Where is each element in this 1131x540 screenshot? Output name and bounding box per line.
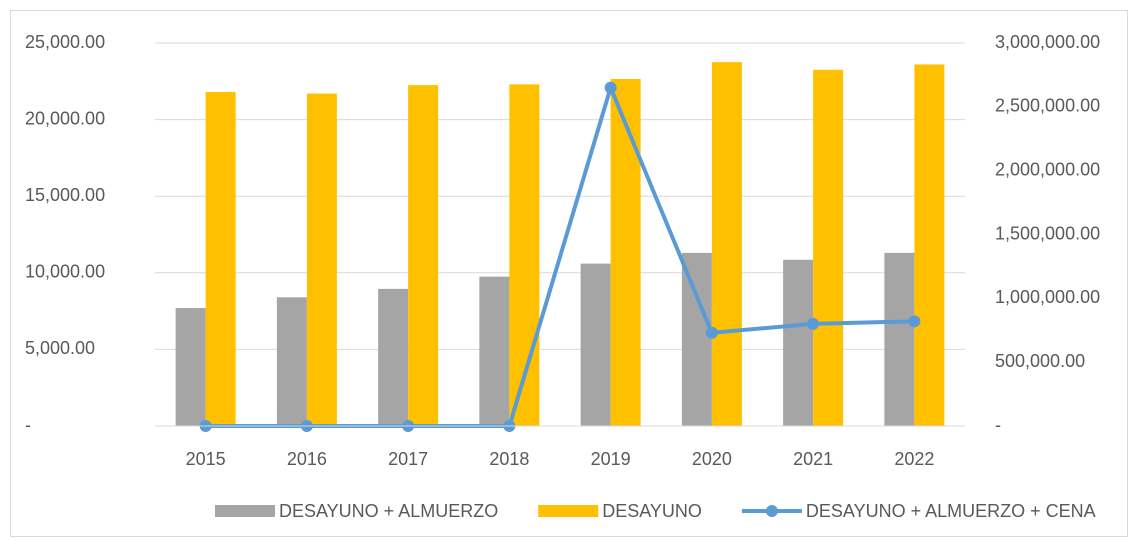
chart-frame — [10, 10, 1128, 537]
y-tick-label: 5,000.00 — [25, 338, 95, 358]
y2-tick-label: 2,000,000.00 — [995, 159, 1100, 179]
bar — [884, 252, 915, 426]
bar — [408, 85, 439, 426]
y-tick-label: 25,000.00 — [25, 32, 105, 52]
x-tick-label: 2020 — [692, 449, 732, 469]
x-tick-label: 2016 — [287, 449, 327, 469]
x-tick-label: 2021 — [793, 449, 833, 469]
y-tick-label: - — [25, 415, 31, 435]
bar — [681, 252, 712, 426]
bar — [378, 288, 409, 426]
bar — [276, 297, 307, 426]
bar — [914, 64, 945, 426]
legend-label: DESAYUNO — [602, 501, 702, 521]
y-tick-label: 20,000.00 — [25, 108, 105, 128]
y2-tick-label: 500,000.00 — [995, 351, 1085, 371]
x-tick-label: 2017 — [388, 449, 428, 469]
legend-swatch — [215, 505, 275, 517]
bar — [711, 62, 742, 427]
legend-label: DESAYUNO + ALMUERZO — [279, 501, 498, 521]
line-point — [705, 326, 718, 339]
bar — [205, 92, 236, 427]
bar — [783, 259, 814, 426]
bar — [479, 276, 510, 426]
bar — [813, 69, 844, 426]
y2-tick-label: - — [995, 415, 1001, 435]
bar — [306, 93, 337, 426]
legend-marker — [765, 505, 778, 517]
x-tick-label: 2015 — [186, 449, 226, 469]
legend-label: DESAYUNO + ALMUERZO + CENA — [806, 501, 1096, 521]
y2-tick-label: 2,500,000.00 — [995, 96, 1100, 116]
y2-tick-label: 1,000,000.00 — [995, 287, 1100, 307]
y-tick-label: 15,000.00 — [25, 185, 105, 205]
x-tick-label: 2018 — [489, 449, 529, 469]
line-point — [807, 317, 820, 330]
y2-tick-label: 1,500,000.00 — [995, 223, 1100, 243]
legend-swatch — [538, 505, 599, 517]
bar — [175, 308, 206, 426]
bar — [580, 263, 611, 426]
line-point — [604, 81, 617, 94]
x-tick-label: 2019 — [591, 449, 631, 469]
bar — [610, 79, 641, 426]
y-tick-label: 10,000.00 — [25, 262, 105, 282]
line-point — [908, 315, 921, 328]
x-tick-label: 2022 — [894, 449, 934, 469]
y2-tick-label: 3,000,000.00 — [995, 32, 1100, 52]
